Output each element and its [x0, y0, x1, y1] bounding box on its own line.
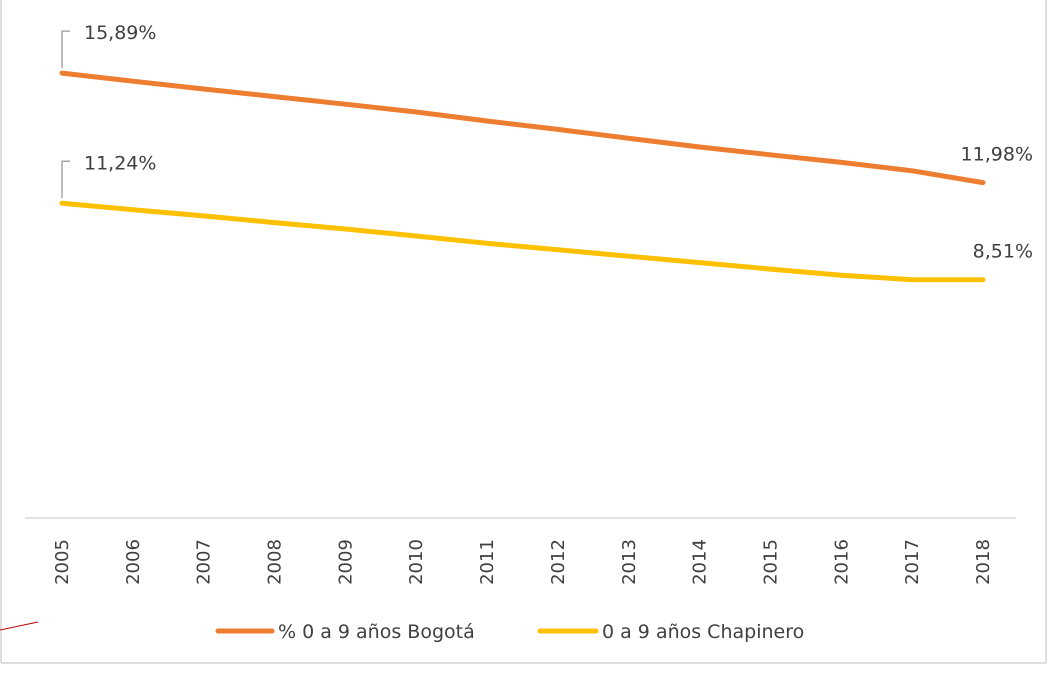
data-label-leader	[61, 30, 70, 69]
x-tick-label: 2006	[123, 539, 144, 585]
x-tick-labels: 2005 2006 2007 2008 2009 2010 2011 2012 2013 2014…	[52, 539, 994, 585]
data-labels: 15,89% 11,98% 11,24% 8,51%	[61, 22, 1033, 263]
x-tick-label: 2013	[619, 539, 640, 585]
x-tick-label: 2012	[548, 539, 569, 585]
data-label: 11,24%	[84, 152, 156, 174]
series-line-chapinero	[59, 200, 986, 283]
x-tick-label: 2018	[973, 539, 994, 585]
data-label: 11,98%	[961, 144, 1033, 166]
x-tick-label: 2015	[760, 539, 781, 585]
legend-label: % 0 a 9 años Bogotá	[278, 621, 475, 643]
x-tick-label: 2014	[690, 539, 711, 585]
x-tick-label: 2007	[194, 539, 215, 585]
data-label-leader	[61, 160, 70, 199]
x-tick-label: 2010	[406, 539, 427, 585]
x-tick-label: 2005	[52, 539, 73, 585]
series-lines	[59, 70, 986, 283]
x-tick-label: 2016	[831, 539, 852, 585]
legend-label: 0 a 9 años Chapinero	[602, 621, 804, 643]
x-tick-label: 2011	[477, 539, 498, 585]
legend: % 0 a 9 años Bogotá 0 a 9 años Chapinero	[215, 621, 804, 643]
data-label: 8,51%	[973, 241, 1033, 263]
x-tick-label: 2008	[265, 539, 286, 585]
data-label: 15,89%	[84, 22, 156, 44]
stray-annotation-mark	[0, 621, 39, 631]
series-line-bogota	[59, 70, 986, 186]
x-tick-label: 2009	[335, 539, 356, 585]
x-tick-label: 2017	[902, 539, 923, 585]
